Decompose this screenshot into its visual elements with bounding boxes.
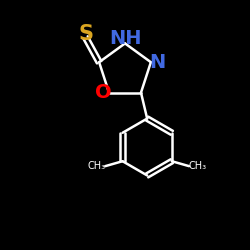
Text: CH₃: CH₃ <box>88 161 106 171</box>
Text: NH: NH <box>109 30 141 48</box>
Text: S: S <box>78 24 93 44</box>
Text: CH₃: CH₃ <box>189 161 207 171</box>
Text: N: N <box>149 53 165 72</box>
Text: O: O <box>95 83 112 102</box>
